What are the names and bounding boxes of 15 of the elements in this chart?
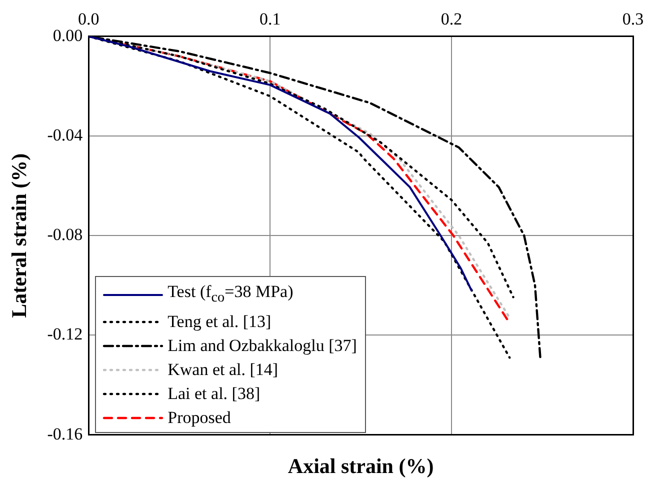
y-tick-label: -0.12: [47, 324, 83, 344]
legend-label: Lai et al. [38]: [168, 382, 260, 405]
legend-label: Teng et al. [13]: [168, 310, 272, 333]
x-tick-label: 0.3: [622, 10, 644, 29]
legend-label: Lim and Ozbakkaloglu [37]: [168, 334, 357, 357]
x-tick-label: 0.1: [259, 10, 281, 29]
legend-label: Kwan et al. [14]: [168, 358, 278, 381]
y-tick-label: -0.04: [47, 125, 84, 144]
legend-label: Test (f$_{co}$=38 MPa): [168, 281, 294, 308]
y-tick-label: -0.16: [47, 424, 83, 444]
y-axis-title: Lateral strain (%): [7, 153, 32, 318]
y-tick-label: -0.08: [47, 225, 83, 244]
legend-label: Proposed: [168, 406, 231, 429]
x-axis-title: Axial strain (%): [288, 454, 434, 478]
x-tick-label: 0.2: [440, 10, 462, 29]
